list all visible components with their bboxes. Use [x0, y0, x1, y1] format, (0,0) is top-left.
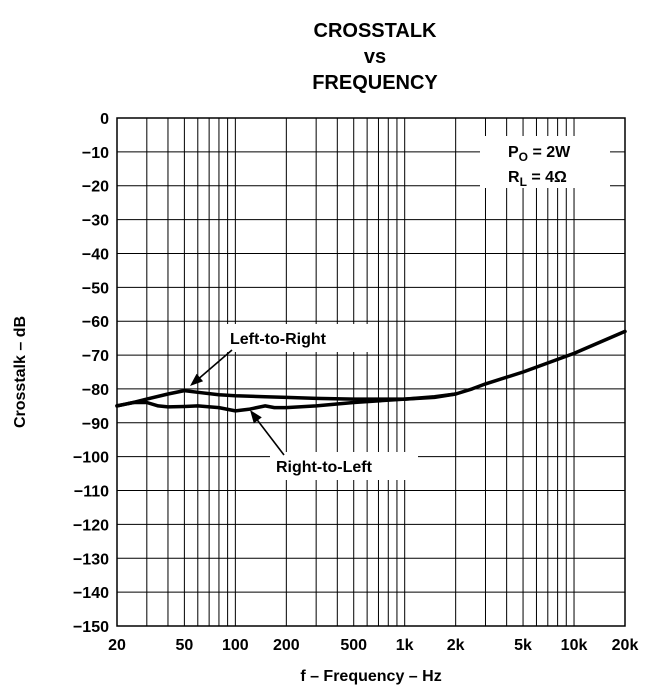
y-tick-label: −130 [73, 551, 109, 568]
y-tick-label: −140 [73, 585, 109, 602]
x-tick-label: 20k [612, 637, 639, 654]
title-line-3: FREQUENCY [312, 72, 438, 94]
y-tick-label: 0 [100, 111, 109, 128]
y-tick-label: −30 [82, 213, 109, 230]
y-tick-label: −80 [82, 382, 109, 399]
y-tick-label: −120 [73, 517, 109, 534]
series-left-to-right [115, 329, 627, 408]
x-tick-label: 500 [340, 637, 367, 654]
series-right-to-left [115, 392, 458, 413]
y-tick-labels: 0 −10 −20 −30 −40 −50 −60 −70 −80 −90 −100 −110 −120… [73, 111, 109, 636]
series-lines [115, 329, 627, 413]
y-tick-label: −10 [82, 145, 109, 162]
x-tick-label: 1k [396, 637, 414, 654]
y-tick-label: −100 [73, 450, 109, 467]
y-tick-label: −50 [82, 280, 109, 297]
grid [116, 117, 626, 627]
x-tick-label: 100 [222, 637, 249, 654]
annotation-right-to-left-bg [270, 452, 418, 480]
x-axis-label: f – Frequency – Hz [300, 668, 441, 685]
annotation-left-to-right: Left-to-Right [230, 331, 327, 348]
conditions-legend-box [480, 136, 610, 188]
annotation-left-to-right-arrowhead [190, 373, 204, 386]
annotation-right-to-left: Right-to-Left [276, 459, 373, 476]
x-tick-label: 50 [175, 637, 193, 654]
conditions-legend: PO = 2W RL = 4Ω [480, 136, 610, 189]
x-tick-label: 2k [447, 637, 465, 654]
x-tick-label: 20 [108, 637, 126, 654]
y-tick-label: −20 [82, 179, 109, 196]
title-line-1: CROSSTALK [314, 20, 438, 42]
y-axis-label: Crosstalk – dB [12, 316, 29, 428]
title-line-2: vs [364, 46, 386, 68]
x-tick-labels: 20 50 100 200 500 1k 2k 5k 10k 20k [108, 637, 638, 654]
condition-load: RL = 4Ω [508, 169, 567, 189]
plot-frame [116, 117, 626, 627]
y-tick-label: −40 [82, 246, 109, 263]
annotation-right-to-left-arrowhead [250, 410, 262, 424]
annotation-left-to-right-leader [195, 349, 233, 382]
x-tick-label: 10k [561, 637, 588, 654]
y-tick-label: −60 [82, 314, 109, 331]
condition-power: PO = 2W [508, 144, 571, 164]
annotation-left-to-right-bg [223, 324, 377, 352]
y-tick-label: −150 [73, 619, 109, 636]
annotation-right-to-left-leader [254, 416, 285, 456]
y-tick-label: −70 [82, 348, 109, 365]
y-tick-label: −110 [74, 484, 109, 501]
x-tick-label: 200 [273, 637, 300, 654]
y-tick-label: −90 [82, 416, 109, 433]
x-tick-label: 5k [514, 637, 532, 654]
